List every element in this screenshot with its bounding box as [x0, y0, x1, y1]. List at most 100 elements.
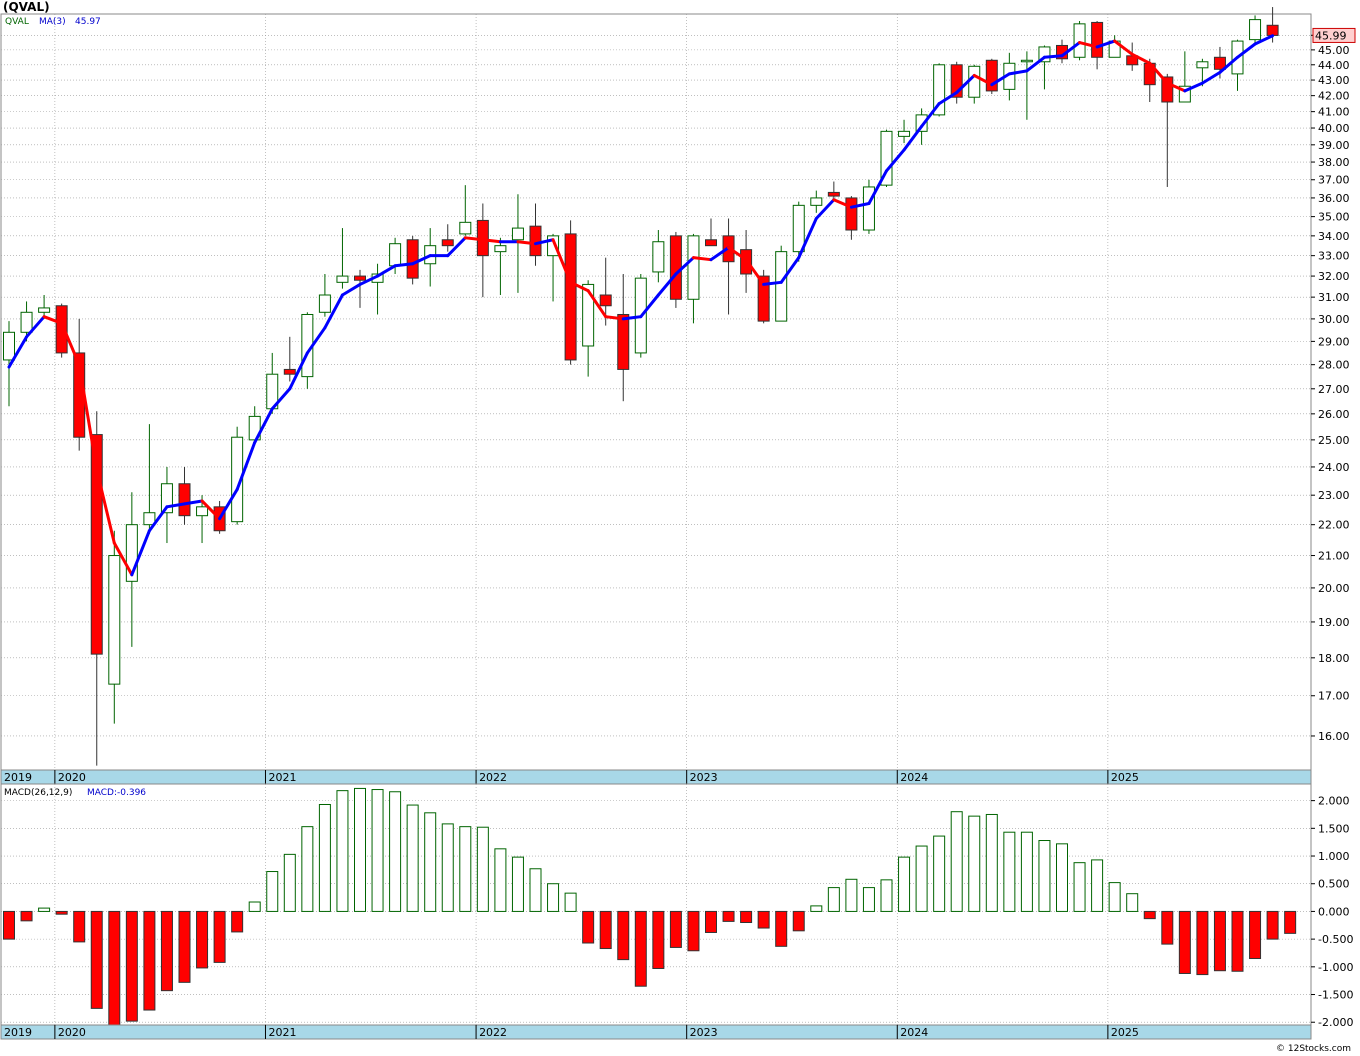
macd-bar-negative	[55, 910, 68, 915]
macd-bar-positive	[547, 883, 560, 912]
ma-segment	[1007, 69, 1029, 76]
ma-segment	[1060, 41, 1082, 58]
ma-segment	[586, 289, 608, 319]
price-tick-label: 42.00	[1318, 90, 1350, 103]
ma-segment	[323, 293, 344, 330]
candle	[441, 224, 454, 252]
macd-bar-positive	[915, 845, 928, 912]
macd-tick-label: 0.500	[1318, 878, 1350, 891]
macd-bar-negative	[143, 910, 156, 1011]
price-tick-label: 45.00	[1318, 44, 1350, 57]
candle-body-up	[898, 130, 911, 137]
price-tick-label: 25.00	[1318, 434, 1350, 447]
macd-axis-ticks: 2.000 1.500 1.000 0.500 0.000 -0.500 -1.000 -1.…	[1311, 795, 1353, 1029]
candle	[792, 201, 805, 262]
price-axis-ticks: 16.00 17.00 18.00 19.00 20.00 21.00 22.00 23.00…	[1311, 29, 1350, 743]
macd-bar-positive	[424, 812, 437, 912]
ma-segment	[516, 240, 537, 246]
candle-body-up	[775, 251, 788, 322]
macd-bar-positive	[1126, 893, 1139, 912]
ma-segment	[25, 315, 46, 339]
candle	[1249, 15, 1262, 43]
last-price-tag: 45.99	[1312, 27, 1356, 43]
macd-bar-negative	[231, 910, 244, 933]
candle-body-up	[143, 512, 156, 526]
candle-body-up	[1020, 59, 1033, 63]
chart-title: (QVAL)	[3, 0, 50, 14]
ma-segment	[481, 238, 502, 244]
macd-bar-positive	[336, 790, 349, 912]
price-tick-label: 38.00	[1318, 156, 1350, 169]
candle	[494, 237, 507, 296]
last-price-tag-label: 45.99	[1315, 29, 1347, 42]
ma-segment	[569, 280, 590, 293]
price-tick-label: 44.00	[1318, 59, 1350, 72]
candle-body-up	[582, 283, 595, 347]
macd-year-labels: 2019 2020 2021 2022 2023 2024 2025	[4, 1025, 1139, 1039]
macd-tick-label: -2.000	[1318, 1016, 1353, 1029]
candle-body-up	[494, 245, 507, 253]
candle-body-up	[810, 197, 823, 206]
year-label: 2022	[479, 771, 507, 784]
macd-bar-negative	[792, 910, 805, 932]
candle-body-up	[125, 524, 138, 582]
ma-segment	[990, 72, 1011, 87]
macd-bar-negative	[178, 910, 191, 983]
candle	[705, 218, 717, 247]
macd-legend-value: MACD:-0.396	[87, 788, 146, 798]
candle	[38, 295, 51, 319]
candle	[950, 61, 963, 104]
year-label: 2019	[4, 771, 32, 784]
year-label: 2022	[479, 1026, 507, 1039]
ma-segment	[411, 254, 432, 266]
ma-segment	[639, 293, 660, 319]
candle-body-down	[845, 197, 858, 231]
candle-body-up	[196, 506, 209, 517]
candle	[1161, 73, 1174, 187]
ma-segment	[183, 499, 204, 506]
candle-body-down	[283, 368, 296, 375]
ma-segment	[112, 541, 134, 577]
ma-segment	[779, 256, 801, 284]
ma-segment	[446, 236, 467, 258]
candle	[1038, 45, 1051, 90]
macd-bar-positive	[968, 815, 981, 912]
macd-bar-negative	[160, 910, 173, 992]
ma-segment	[762, 280, 783, 286]
year-label: 2024	[900, 771, 928, 784]
ma-segment	[604, 315, 625, 321]
ma-segment	[832, 198, 853, 209]
ma-segment	[1200, 70, 1222, 85]
ma-segment	[1165, 81, 1187, 93]
candle	[143, 424, 156, 534]
ma-segment	[849, 201, 871, 209]
year-label: 2023	[690, 1026, 718, 1039]
last-price-tag-box	[1312, 27, 1356, 43]
candle	[108, 530, 121, 724]
candle-body-up	[1178, 85, 1191, 103]
ma-segment	[902, 124, 924, 152]
ma-segment	[147, 505, 169, 533]
price-tick-label: 31.00	[1318, 291, 1350, 304]
macd-date-band	[0, 1024, 1312, 1040]
ma-segment	[60, 321, 81, 367]
ma-segment	[95, 468, 116, 545]
price-tick-label: 20.00	[1318, 582, 1350, 595]
price-date-axis: 2019 2020 2021 2022 2023 2024 2025	[0, 769, 1312, 785]
candle-body-down	[406, 239, 419, 279]
candle-body-down	[1213, 56, 1226, 70]
candle	[862, 179, 875, 234]
candle	[652, 230, 665, 283]
macd-bar-negative	[1161, 910, 1174, 945]
macd-tick-label: 2.000	[1318, 795, 1350, 808]
macd-bar-negative	[1143, 910, 1156, 920]
candle	[564, 220, 577, 365]
candle	[582, 280, 595, 377]
macd-bar-positive	[318, 803, 331, 912]
candle-body-up	[231, 436, 244, 523]
macd-bar-negative	[1231, 910, 1244, 972]
candle-body-up	[687, 235, 700, 300]
candle-body-up	[160, 483, 173, 514]
macd-bar-negative	[90, 910, 103, 1009]
